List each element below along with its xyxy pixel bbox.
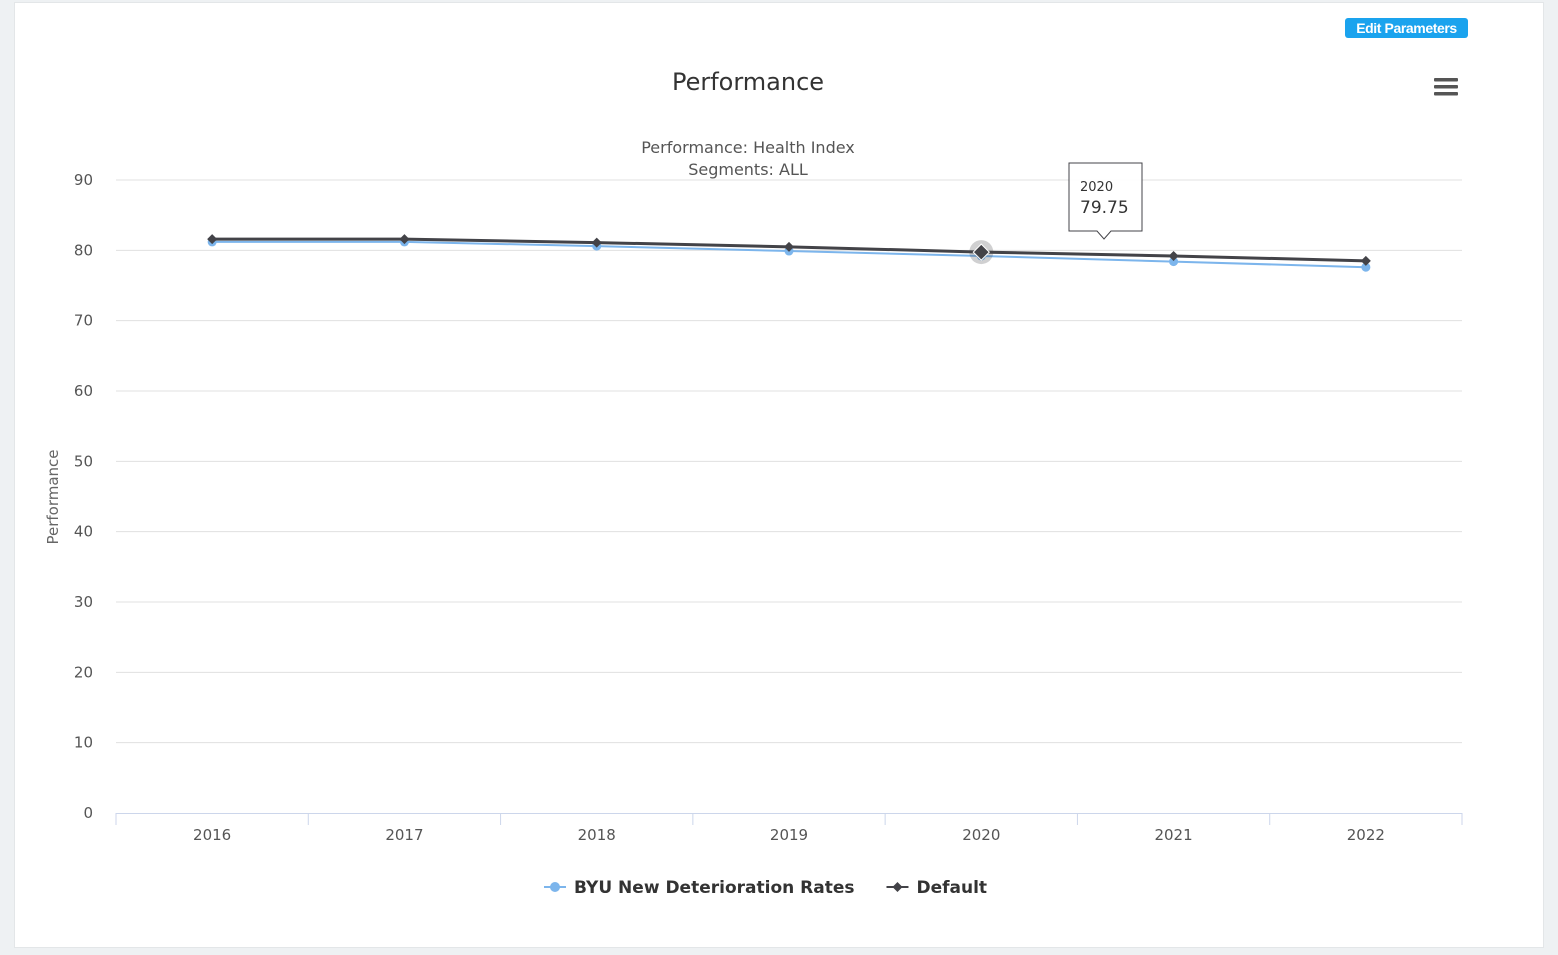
y-tick-label-50: 50 (74, 452, 93, 470)
tooltip-category: 2020 (1080, 180, 1113, 195)
series-1 (207, 234, 1371, 266)
y-tick-label-70: 70 (74, 312, 93, 330)
y-tick-label-20: 20 (74, 663, 93, 681)
y-tick-label-30: 30 (74, 593, 93, 611)
x-tick-label-2018: 2018 (578, 826, 616, 844)
x-tick-label-2020: 2020 (962, 826, 1000, 844)
chart-title: Performance (672, 68, 824, 96)
y-tick-label-0: 0 (83, 804, 93, 822)
data-point (591, 237, 602, 248)
y-tick-label-90: 90 (74, 171, 93, 189)
tooltip-box (1068, 162, 1143, 240)
data-point (399, 234, 410, 245)
x-tick-label-2022: 2022 (1347, 826, 1385, 844)
y-tick-label-60: 60 (74, 382, 93, 400)
y-axis-ticks: 0 10 20 30 40 50 60 70 80 90 (74, 171, 93, 822)
x-axis: 2016 2017 2018 2019 2020 2021 2022 (115, 813, 1463, 844)
x-tick-label-2019: 2019 (770, 826, 808, 844)
tooltip-value: 79.75 (1080, 198, 1129, 218)
y-tick-label-40: 40 (74, 523, 93, 541)
legend-label: Default (916, 878, 987, 898)
legend-label: BYU New Deterioration Rates (574, 878, 854, 898)
hover-point (972, 243, 990, 261)
legend-marker (892, 882, 903, 892)
data-point (784, 241, 794, 252)
series-layer (207, 234, 1371, 272)
legend: BYU New Deterioration Rates Default (544, 878, 987, 898)
legend-item-1[interactable]: Default (886, 878, 987, 898)
x-tick-label-2016: 2016 (193, 826, 231, 844)
data-point (207, 234, 218, 245)
data-point (1361, 262, 1371, 272)
edit-parameters-button[interactable]: Edit Parameters (1345, 18, 1468, 38)
chart-panel (14, 2, 1544, 948)
legend-item-0[interactable]: BYU New Deterioration Rates (544, 878, 854, 898)
data-point (1169, 257, 1179, 267)
legend-marker (550, 882, 560, 892)
x-tick-label-2017: 2017 (385, 826, 423, 844)
y-tick-label-10: 10 (74, 734, 93, 752)
data-point (1168, 250, 1179, 261)
y-axis-title: Performance (44, 449, 62, 544)
tooltip: 2020 79.75 (969, 162, 1143, 265)
data-point (1360, 255, 1371, 266)
x-tick-label-2021: 2021 (1154, 826, 1192, 844)
grid-lines (116, 179, 1462, 744)
hamburger-menu-icon[interactable] (1430, 74, 1462, 100)
y-tick-label-80: 80 (74, 241, 93, 259)
chart-subtitle-line-1: Performance: Health Index (641, 138, 855, 157)
chart-subtitle-line-2: Segments: ALL (688, 160, 808, 179)
